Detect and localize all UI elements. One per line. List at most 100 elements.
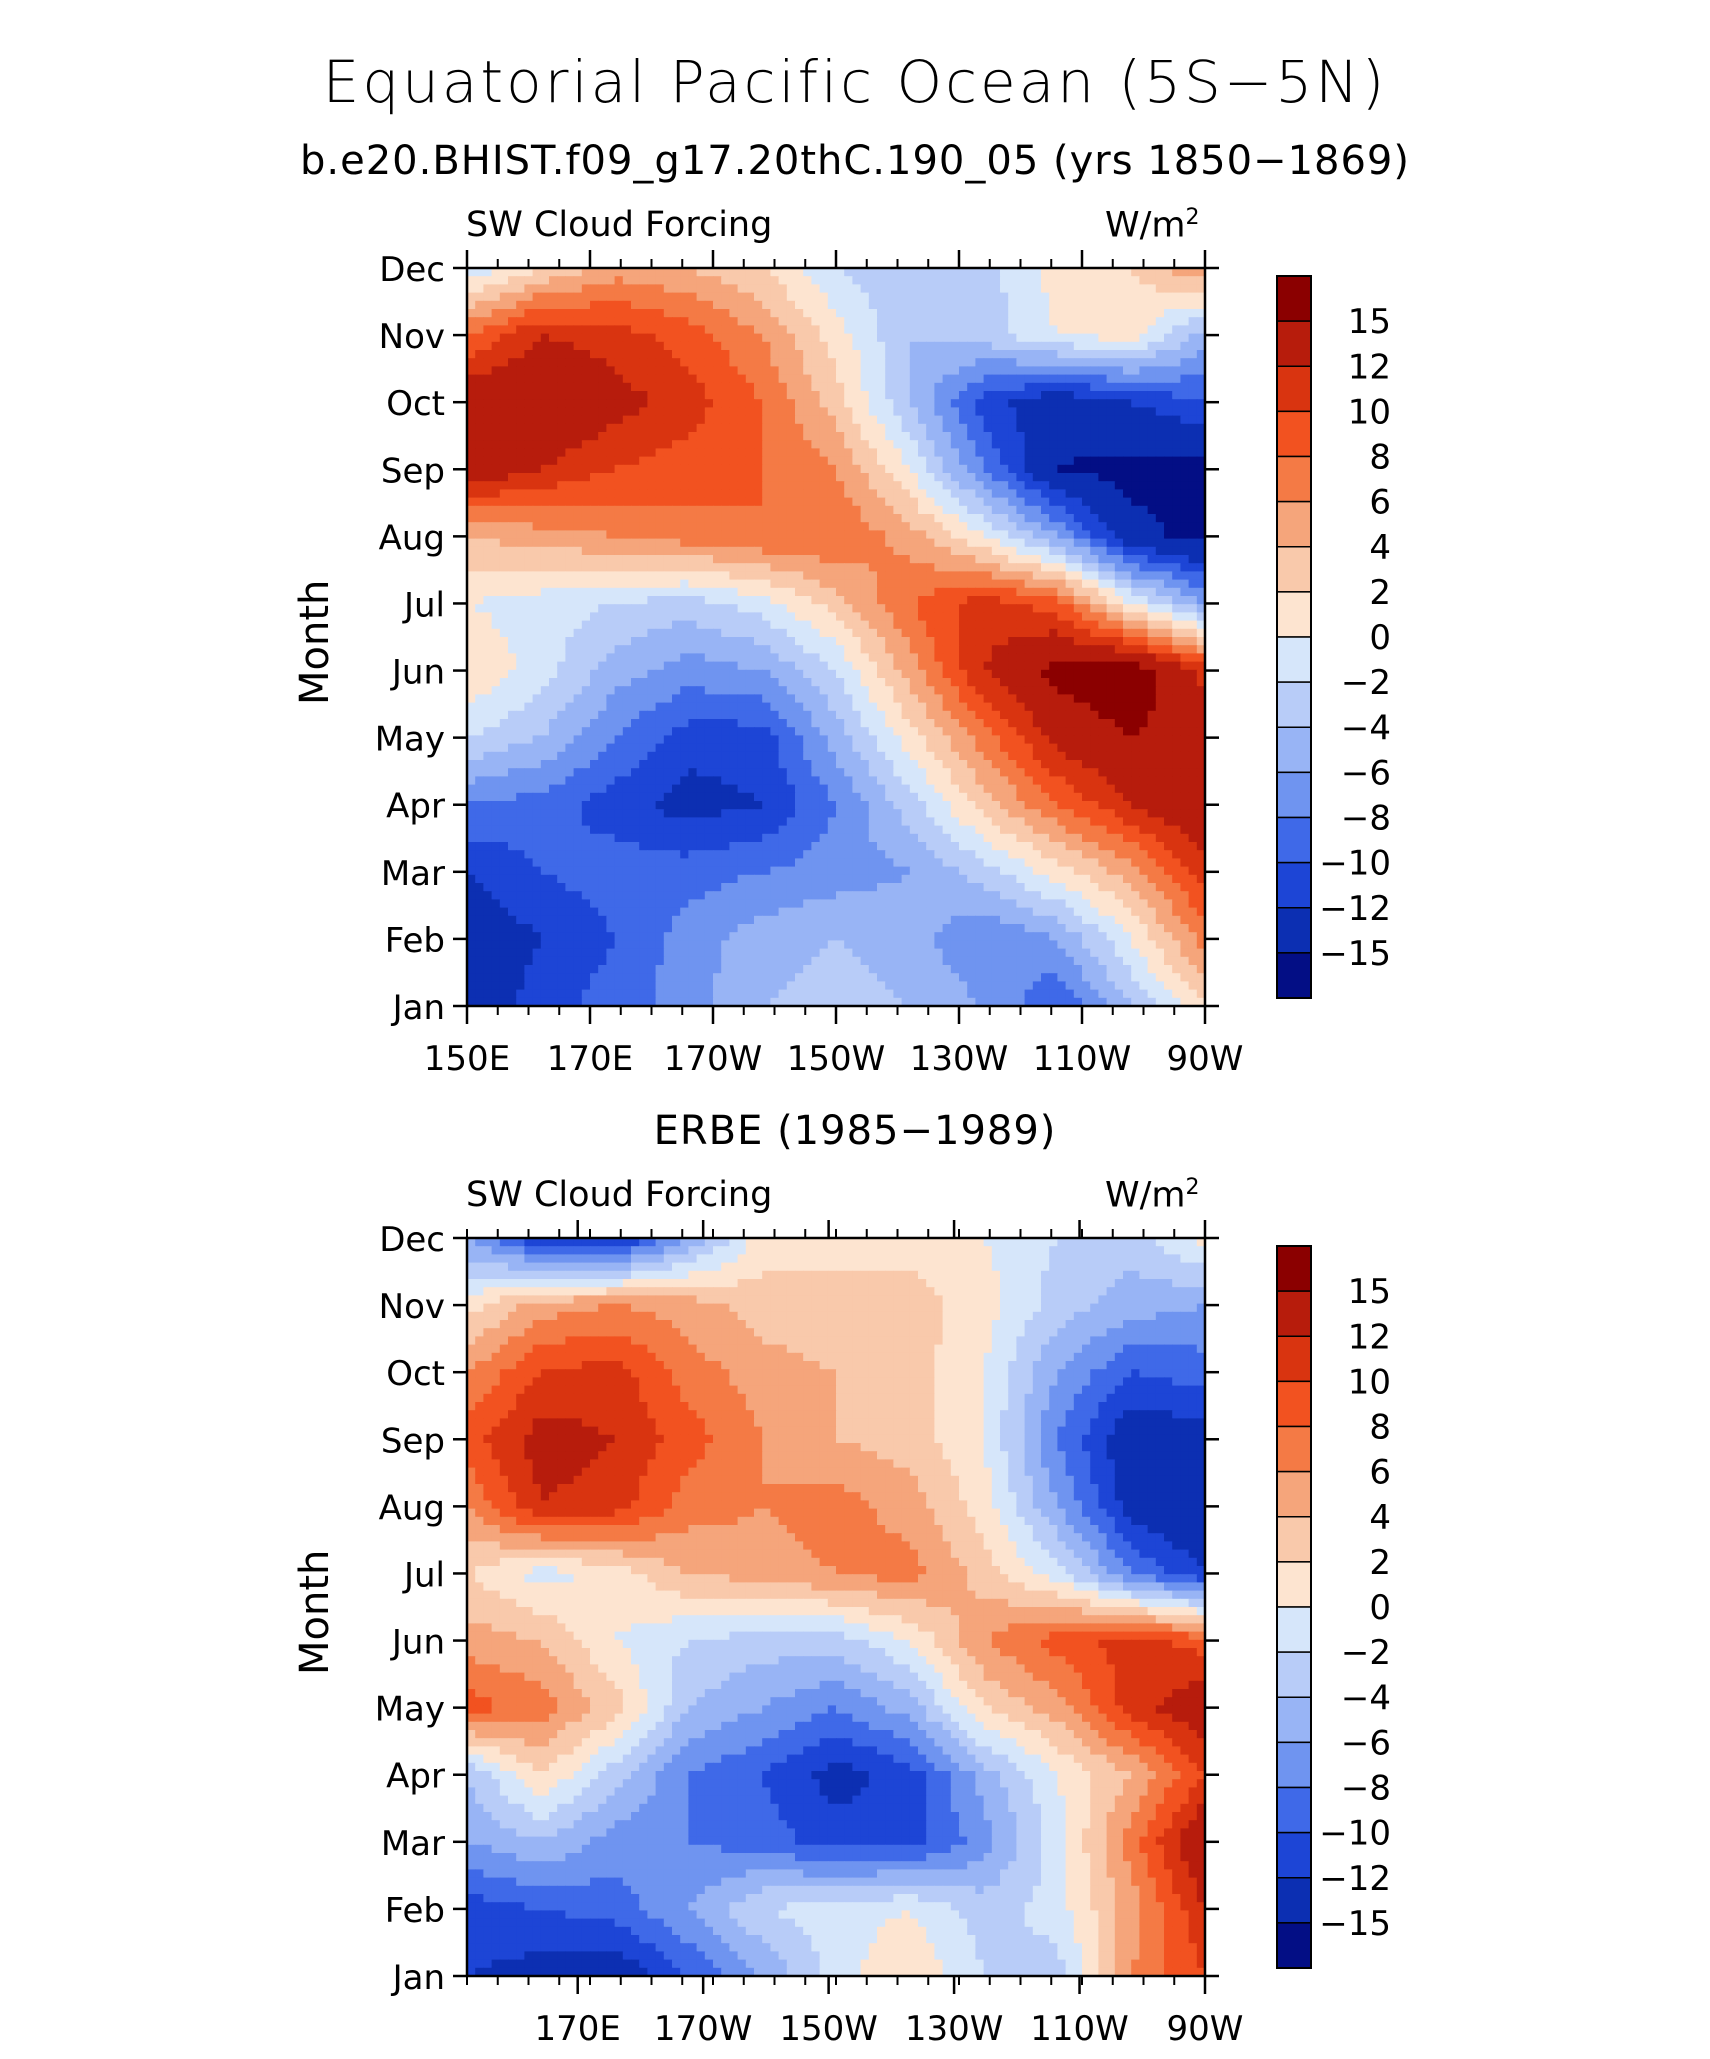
contour-cell [1065,276,1075,285]
contour-cell [499,686,509,695]
contour-cell [827,399,837,408]
contour-cell [1196,432,1206,441]
contour-cell [721,669,730,679]
contour-cell [1098,694,1108,704]
contour-cell [647,555,657,564]
contour-cell [1090,530,1099,540]
contour-cell [655,620,665,630]
contour-cell [729,366,739,376]
contour-cell [475,538,484,548]
contour-cell [1073,276,1083,285]
contour-cell [942,645,952,654]
contour-cell [672,432,681,441]
contour-cell [516,710,525,720]
contour-cell [1000,350,1009,359]
contour-cell [778,317,788,326]
contour-cell [516,694,525,704]
contour-cell [754,456,763,466]
contour-cell [606,415,616,425]
contour-cell [614,292,624,302]
contour-cell [795,456,804,466]
contour-cell [696,628,706,638]
contour-cell [639,382,648,392]
contour-cell [1073,530,1083,540]
contour-cell [1082,440,1091,449]
contour-cell [918,514,927,523]
contour-cell [1041,464,1050,474]
contour-cell [573,555,583,564]
contour-cell [713,604,722,613]
contour-cell [909,653,919,663]
units-exponent: 2 [1185,1175,1200,1200]
contour-cell [1049,661,1058,671]
contour-cell [696,276,706,285]
contour-cell [819,333,829,343]
contour-cell [647,686,657,695]
contour-cell [1147,268,1157,277]
contour-cell [967,276,976,285]
contour-cell [549,317,558,326]
units-text: W/m [1105,1175,1186,1216]
contour-cell [721,571,730,581]
contour-cell [745,456,755,466]
contour-cell [950,612,960,622]
contour-cell [1196,399,1206,408]
contour-cell [975,694,985,704]
contour-cell [1082,497,1091,507]
contour-cell [1057,481,1067,490]
contour-cell [1024,407,1034,417]
contour-cell [778,555,788,564]
contour-cell [1131,415,1140,425]
contour-cell [868,489,878,499]
contour-cell [967,391,976,400]
contour-cell [1049,292,1058,302]
contour-cell [1180,579,1190,589]
contour-cell [1032,514,1042,523]
contour-cell [713,407,722,417]
contour-cell [803,620,812,630]
contour-cell [885,473,894,482]
contour-cell [1131,300,1140,310]
contour-cell [926,530,935,540]
contour-cell [1139,637,1149,646]
contour-cell [713,382,722,392]
contour-cell [581,596,591,605]
contour-cell [516,628,525,638]
contour-cell [1131,284,1140,294]
contour-cell [1180,448,1190,458]
contour-cell [762,563,771,572]
contour-cell [737,456,747,466]
contour-cell [663,555,673,564]
contour-cell [950,317,960,326]
contour-cell [1016,464,1026,474]
contour-cell [1016,653,1026,663]
contour-cell [1106,440,1116,449]
contour-cell [926,505,935,515]
contour-cell [1032,333,1042,343]
contour-cell [1024,710,1034,720]
contour-cell [1024,538,1034,548]
contour-cell [1139,645,1149,654]
contour-cell [499,284,509,294]
contour-cell [1147,563,1157,572]
contour-cell [590,678,599,687]
contour-cell [573,473,583,482]
contour-cell [565,669,575,679]
contour-cell [696,612,706,622]
contour-cell [475,612,484,622]
contour-cell [549,358,558,367]
panel-2-variable-label: SW Cloud Forcing [466,1175,773,1215]
contour-cell [524,637,534,646]
contour-cell [1131,358,1140,367]
contour-cell [655,333,665,343]
contour-cell [1082,309,1091,318]
contour-cell [975,268,985,277]
contour-cell [1131,579,1140,589]
contour-cell [475,456,484,466]
contour-cell [598,719,607,728]
contour-cell [565,555,575,564]
contour-cell [713,366,722,376]
contour-cell [868,555,878,564]
contour-cell [934,473,944,482]
contour-cell [901,407,911,417]
